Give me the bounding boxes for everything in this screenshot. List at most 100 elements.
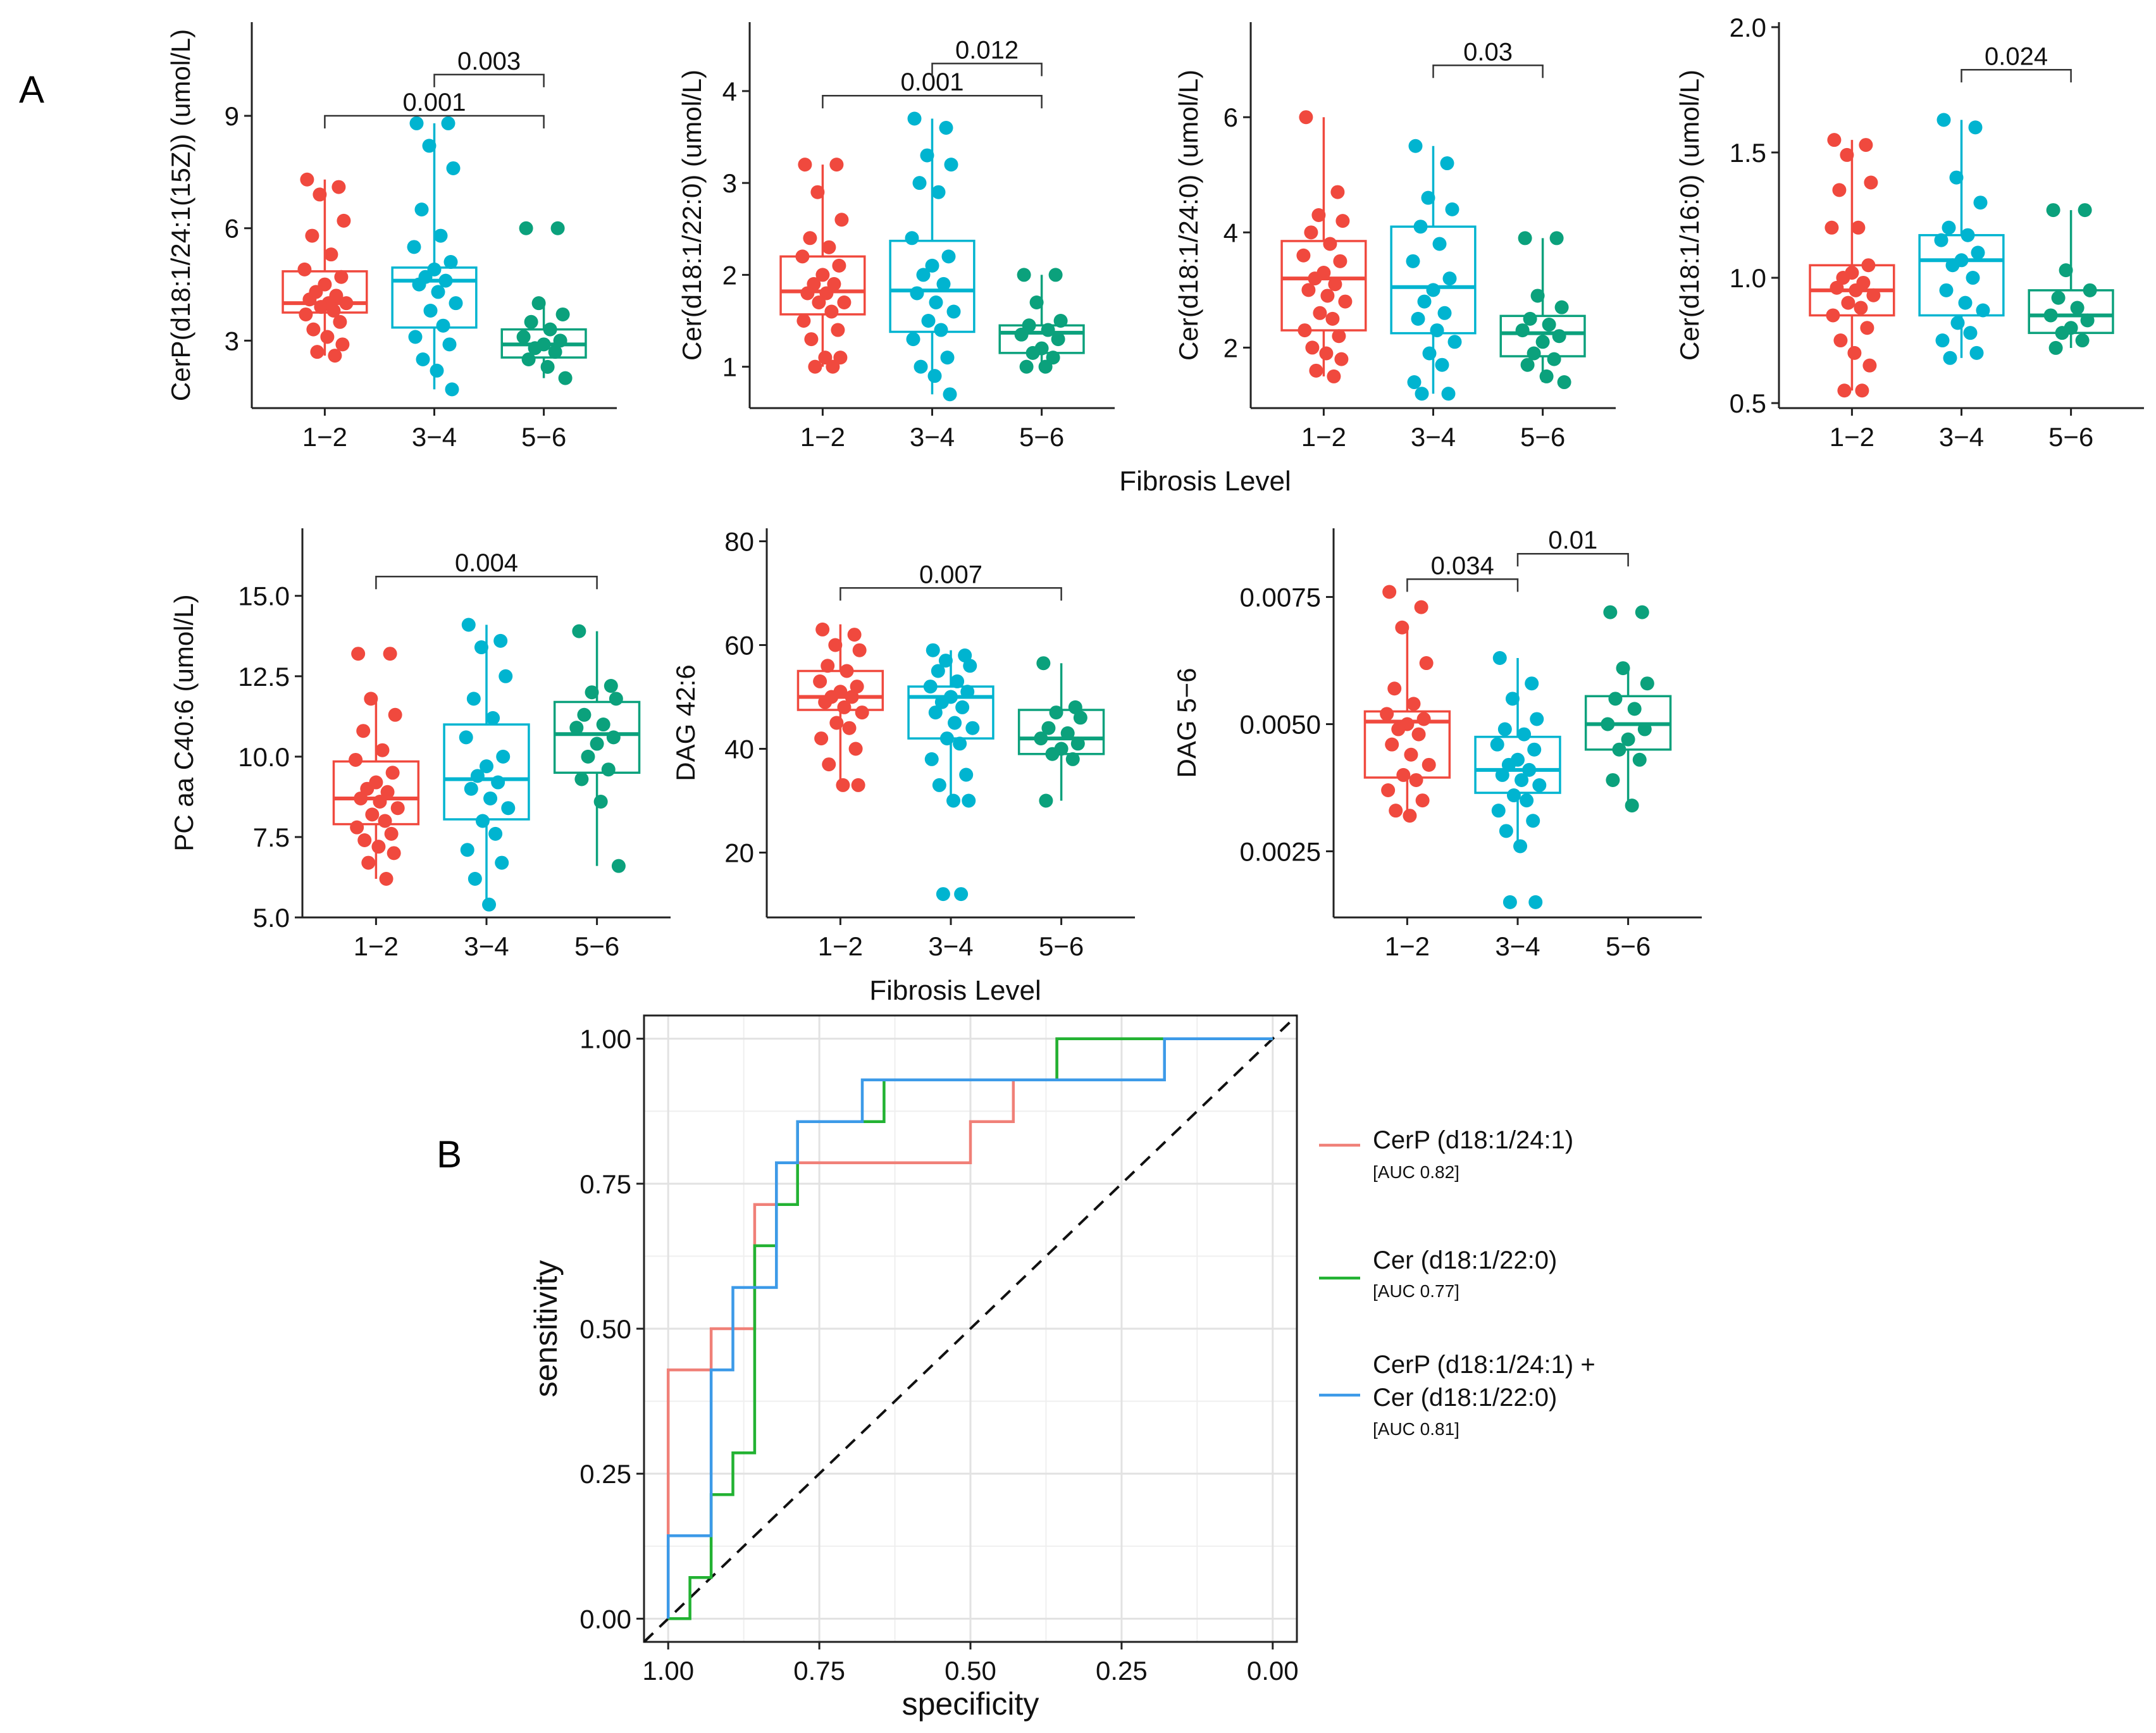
box-panel-2: 1 2 3 4 1−2 3−4 5−6 Cer(d18:1/22:0) (umol/L) 0.0… — [677, 22, 1115, 452]
data-point — [1847, 345, 1862, 360]
data-point — [466, 692, 481, 706]
x-tick-label: 5−6 — [1039, 931, 1084, 961]
data-point — [384, 826, 399, 841]
data-point — [946, 304, 961, 319]
data-point — [299, 307, 313, 321]
data-point — [1949, 170, 1964, 185]
x-tick-label: 0.75 — [793, 1656, 845, 1686]
p-value-label: 0.003 — [457, 47, 521, 75]
data-point — [1403, 809, 1417, 823]
row1-shared-xlabel: Fibrosis Level — [1119, 466, 1291, 497]
data-point — [1017, 268, 1031, 282]
data-point — [803, 231, 817, 245]
data-point — [1832, 183, 1847, 197]
data-point — [832, 258, 846, 273]
data-point — [1406, 254, 1420, 268]
data-point — [371, 840, 386, 854]
data-point — [550, 221, 565, 235]
box-iqr — [553, 700, 641, 774]
diagonal-reference-line — [643, 1014, 1298, 1643]
data-point — [804, 332, 819, 347]
data-point — [519, 221, 533, 235]
data-point — [929, 295, 943, 309]
data-point — [1862, 358, 1877, 373]
data-point — [810, 185, 825, 199]
p-value-label: 0.012 — [955, 36, 1019, 64]
data-point — [815, 268, 830, 282]
data-point — [1411, 311, 1425, 326]
data-point — [433, 228, 448, 243]
y-tick-label: 12.5 — [238, 662, 290, 692]
data-point — [1532, 778, 1547, 792]
data-point — [461, 618, 476, 632]
x-tick-label: 5−6 — [1019, 422, 1064, 452]
data-point — [910, 286, 924, 301]
data-point — [496, 749, 511, 764]
data-point — [611, 859, 626, 873]
data-point — [944, 158, 958, 172]
data-point — [1942, 220, 1956, 235]
data-point — [833, 351, 848, 365]
data-point — [1381, 783, 1396, 798]
data-point — [590, 736, 604, 751]
x-tick-label: 5−6 — [2048, 422, 2093, 452]
data-point — [852, 643, 867, 657]
data-point — [1045, 747, 1060, 761]
data-point — [1973, 196, 1988, 210]
data-point — [331, 180, 346, 194]
y-tick-label: 0.5 — [1730, 388, 1766, 418]
data-point — [1325, 311, 1340, 326]
data-point — [1523, 311, 1537, 326]
box-group-3 — [1584, 668, 1672, 806]
data-point — [851, 778, 865, 792]
significance-bracket: 0.034 — [1406, 552, 1519, 592]
significance-bracket: 0.003 — [433, 47, 545, 87]
data-point — [1014, 327, 1029, 342]
data-point — [593, 795, 608, 809]
data-point — [1416, 712, 1431, 726]
data-point — [349, 752, 363, 767]
data-point — [926, 643, 940, 657]
data-point — [1396, 767, 1411, 782]
data-point — [847, 628, 862, 642]
data-point — [848, 742, 863, 756]
data-point — [577, 707, 592, 722]
data-point — [1950, 316, 1965, 330]
data-point — [491, 775, 505, 790]
box-iqr — [1499, 314, 1586, 357]
significance-bracket: 0.001 — [324, 89, 545, 129]
box-group-2 — [391, 123, 478, 390]
data-point — [499, 669, 513, 683]
data-point — [493, 633, 508, 648]
data-point — [965, 721, 980, 735]
box-iqr — [779, 255, 866, 316]
data-point — [442, 337, 457, 352]
data-point — [1859, 138, 1873, 152]
data-point — [813, 674, 827, 688]
data-point — [2070, 301, 2085, 315]
data-point — [1053, 314, 1068, 328]
bracket-line — [1516, 552, 1629, 567]
roc-legend: CerP (d18:1/24:1) [AUC 0.82] Cer (d18:1/22… — [1319, 1126, 1595, 1439]
data-point — [1328, 277, 1342, 292]
data-point — [1327, 369, 1341, 383]
y-axis-label: CerP(d18:1/24:1(15Z)) (umol/L) — [166, 29, 195, 401]
data-point — [1404, 747, 1418, 762]
data-point — [1338, 294, 1353, 309]
data-point — [1525, 676, 1539, 691]
box-iqr — [332, 760, 420, 826]
bracket-line — [839, 587, 1062, 601]
y-axis-label: Cer(d18:1/16:0) (umol/L) — [1675, 70, 1704, 361]
data-point — [837, 700, 852, 714]
data-point — [521, 352, 536, 367]
data-point — [855, 705, 869, 720]
data-point — [1068, 700, 1082, 714]
data-point — [1380, 707, 1394, 721]
data-point — [819, 286, 834, 301]
y-tick-label: 1.5 — [1730, 138, 1766, 168]
x-tick-label: 0.50 — [945, 1656, 996, 1686]
x-tick-label: 0.00 — [1247, 1656, 1299, 1686]
box-group-2 — [889, 118, 976, 395]
data-point — [836, 778, 850, 792]
data-point — [488, 826, 503, 841]
